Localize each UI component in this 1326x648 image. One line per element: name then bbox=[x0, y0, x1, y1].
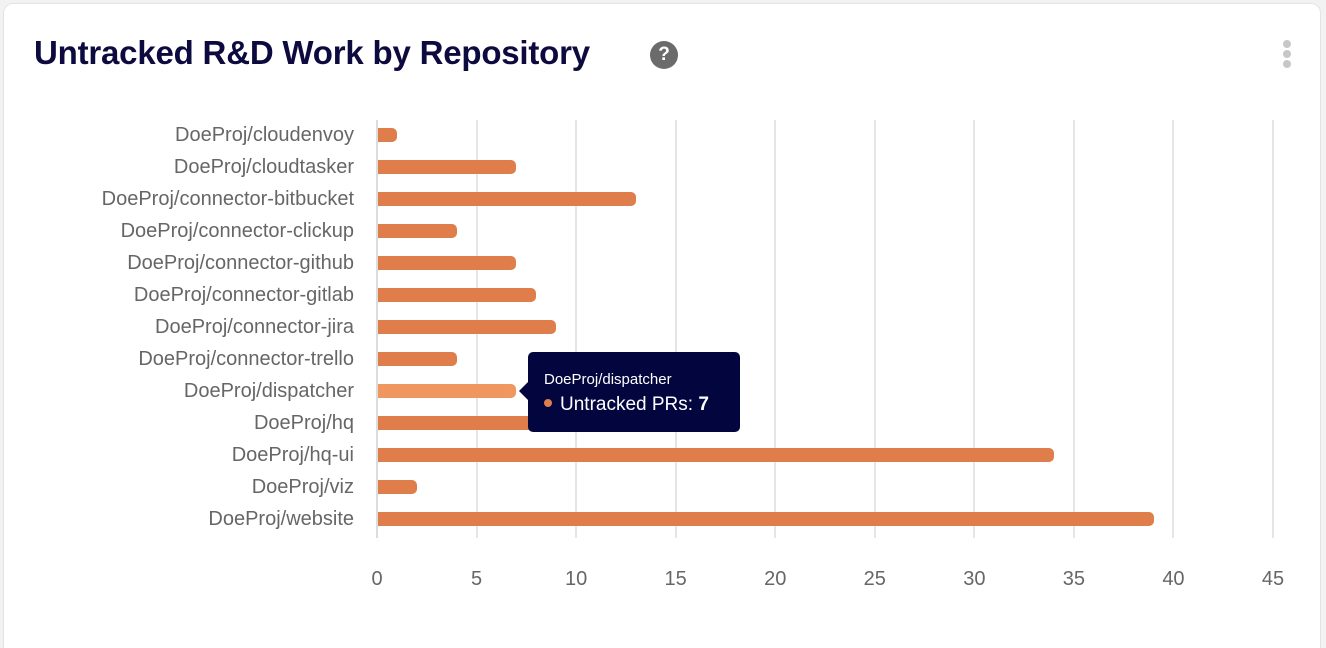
x-tick-label: 45 bbox=[1261, 568, 1285, 590]
y-category-label: DoeProj/viz bbox=[251, 476, 354, 498]
gridline bbox=[873, 120, 876, 538]
gridline bbox=[1272, 120, 1274, 538]
y-category-label: DoeProj/connector-bitbucket bbox=[101, 188, 354, 210]
x-tick-label: 20 bbox=[764, 568, 787, 590]
bar[interactable] bbox=[378, 448, 1054, 462]
tooltip-series-label: Untracked PRs: bbox=[560, 394, 699, 415]
bar[interactable] bbox=[378, 512, 1154, 526]
y-category-label: DoeProj/hq-ui bbox=[231, 444, 354, 466]
gridline bbox=[674, 120, 677, 538]
y-category-label: DoeProj/website bbox=[208, 508, 354, 530]
gridline bbox=[1172, 120, 1175, 538]
gridline bbox=[973, 120, 976, 538]
bar[interactable] bbox=[378, 480, 417, 494]
y-category-label: DoeProj/connector-github bbox=[127, 252, 354, 274]
y-category-label: DoeProj/cloudenvoy bbox=[175, 124, 354, 146]
chart-title: Untracked R&D Work by Repository bbox=[34, 34, 590, 71]
bar[interactable] bbox=[378, 416, 537, 430]
chart-card: Untracked R&D Work by Repository ? bbox=[3, 3, 1321, 648]
question-circle-icon[interactable]: ? bbox=[650, 41, 678, 69]
tooltip-row: Untracked PRs: 7 bbox=[544, 392, 740, 418]
tooltip-value: 7 bbox=[698, 394, 709, 415]
tooltip-title: DoeProj/dispatcher bbox=[544, 371, 672, 388]
x-tick-label: 10 bbox=[564, 568, 588, 590]
bar[interactable] bbox=[378, 224, 457, 238]
gridline bbox=[774, 120, 777, 538]
gridline bbox=[1072, 120, 1075, 538]
y-category-label: DoeProj/connector-gitlab bbox=[133, 284, 354, 306]
bar[interactable] bbox=[378, 288, 537, 302]
y-category-label: DoeProj/connector-jira bbox=[155, 316, 354, 338]
x-tick-label: 0 bbox=[371, 568, 383, 590]
bar[interactable] bbox=[378, 384, 517, 398]
y-category-label: DoeProj/connector-trello bbox=[138, 348, 354, 370]
bar[interactable] bbox=[378, 128, 397, 142]
bar[interactable] bbox=[378, 352, 457, 366]
x-tick-label: 25 bbox=[863, 568, 886, 590]
bar[interactable] bbox=[378, 192, 636, 206]
vertical-ellipsis-icon[interactable] bbox=[1280, 40, 1294, 70]
chart-tooltip: DoeProj/dispatcher Untracked PRs: 7 bbox=[519, 352, 740, 432]
x-tick-label: 40 bbox=[1162, 568, 1185, 590]
x-tick-label: 35 bbox=[1062, 568, 1085, 590]
y-category-label: DoeProj/dispatcher bbox=[183, 380, 354, 402]
bar[interactable] bbox=[378, 320, 557, 334]
bar[interactable] bbox=[378, 160, 517, 174]
gridline bbox=[376, 120, 378, 538]
bar[interactable] bbox=[378, 256, 517, 270]
gridline bbox=[575, 120, 578, 538]
x-tick-label: 30 bbox=[963, 568, 986, 590]
y-category-label: DoeProj/hq bbox=[253, 412, 354, 434]
y-category-label: DoeProj/connector-clickup bbox=[120, 220, 354, 242]
series-dot-icon bbox=[544, 399, 552, 407]
y-category-label: DoeProj/cloudtasker bbox=[173, 156, 354, 178]
x-tick-label: 15 bbox=[664, 568, 687, 590]
x-tick-label: 5 bbox=[470, 568, 483, 590]
